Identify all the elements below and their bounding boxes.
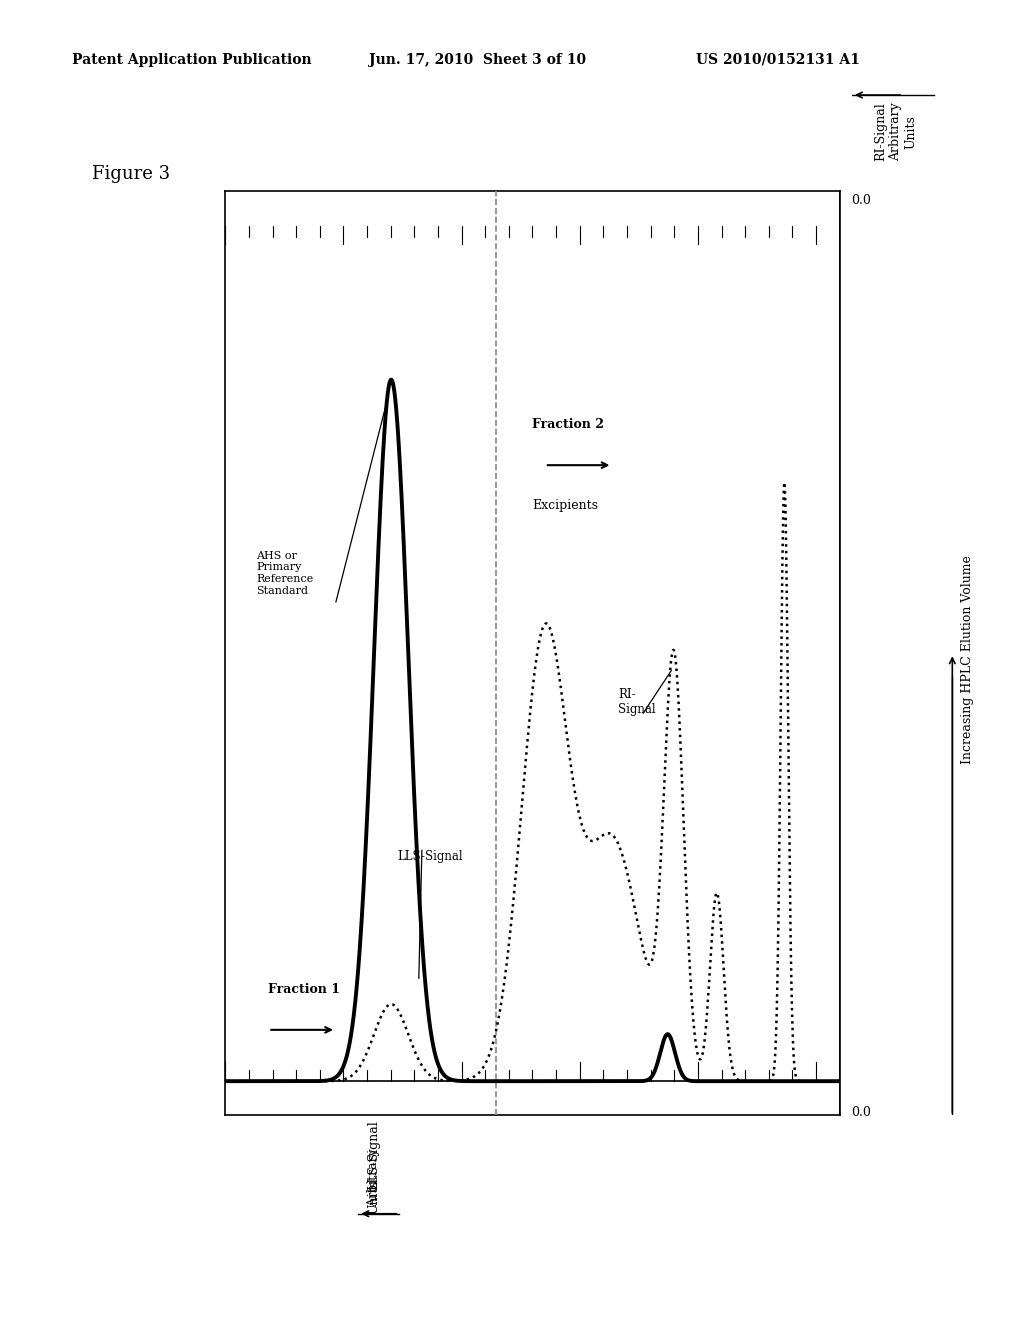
Text: LLS-Signal: LLS-Signal bbox=[368, 1121, 380, 1189]
Text: RI-
Signal: RI- Signal bbox=[618, 688, 656, 715]
Text: Patent Application Publication: Patent Application Publication bbox=[72, 53, 311, 67]
Text: Jun. 17, 2010  Sheet 3 of 10: Jun. 17, 2010 Sheet 3 of 10 bbox=[369, 53, 586, 67]
Text: Excipients: Excipients bbox=[532, 499, 598, 512]
Text: Increasing HPLC Elution Volume: Increasing HPLC Elution Volume bbox=[962, 556, 974, 764]
Text: Arbitrary: Arbitrary bbox=[890, 103, 902, 161]
Text: Units: Units bbox=[905, 115, 918, 149]
Text: Units: Units bbox=[368, 1180, 380, 1214]
Text: 0.0: 0.0 bbox=[851, 194, 870, 207]
Text: Fraction 2: Fraction 2 bbox=[532, 418, 604, 430]
Text: Fraction 1: Fraction 1 bbox=[268, 982, 340, 995]
Text: Figure 3: Figure 3 bbox=[92, 165, 170, 183]
Text: RI-Signal: RI-Signal bbox=[874, 103, 887, 161]
Text: AHS or
Primary
Reference
Standard: AHS or Primary Reference Standard bbox=[256, 550, 313, 595]
Text: LLS-Signal: LLS-Signal bbox=[397, 850, 463, 863]
Text: Arbitrary: Arbitrary bbox=[368, 1148, 380, 1206]
Text: US 2010/0152131 A1: US 2010/0152131 A1 bbox=[696, 53, 860, 67]
Text: 0.0: 0.0 bbox=[851, 1106, 870, 1119]
